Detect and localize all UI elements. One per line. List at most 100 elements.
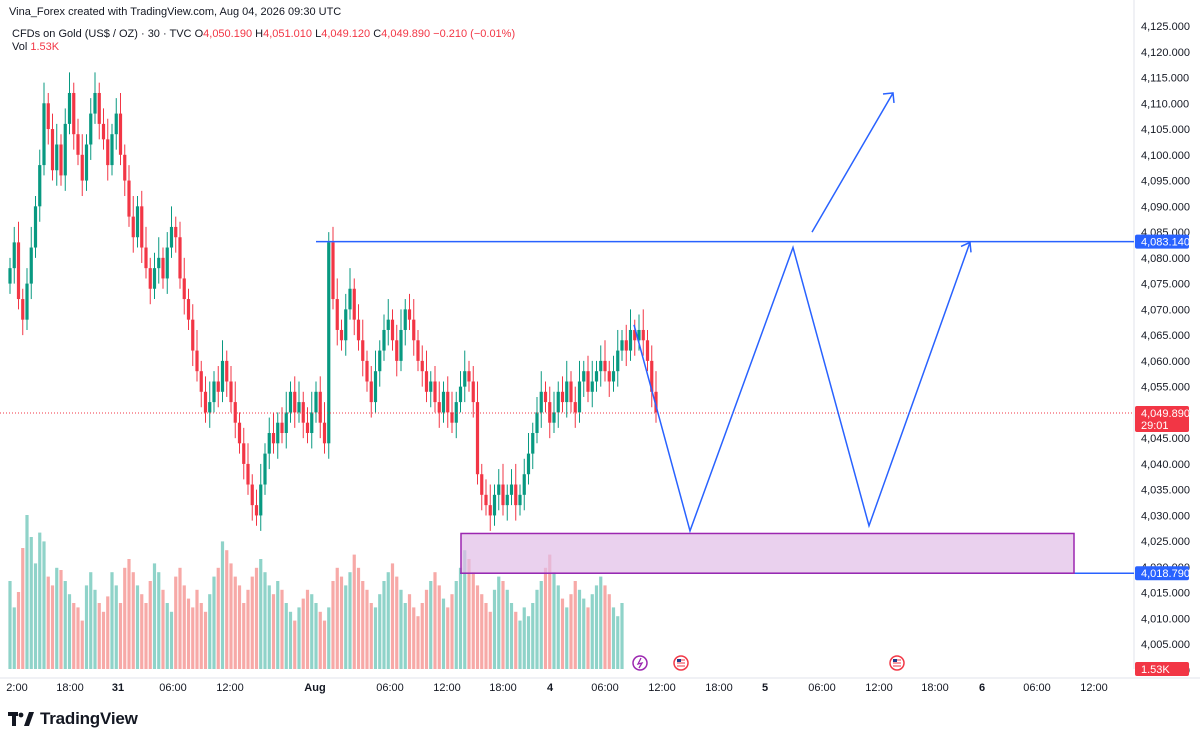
time-tick-label: Aug (304, 682, 325, 694)
volume-bar (424, 589, 429, 669)
volume-value: 1.53K (30, 41, 60, 53)
candle-body (67, 92, 72, 124)
candle-body (645, 340, 650, 361)
volume-label: Vol (12, 41, 28, 53)
candle-body (654, 391, 658, 413)
volume-bar (556, 585, 560, 669)
time-tick-label: 12:00 (1080, 682, 1108, 694)
volume-bar (63, 581, 67, 669)
candle-body (195, 350, 199, 372)
volume-bar (454, 581, 458, 669)
candle-body (446, 391, 450, 413)
candle-body (263, 453, 267, 485)
volume-bar (288, 611, 293, 669)
volume-bar (594, 585, 599, 669)
candle-body (280, 422, 284, 434)
candle-body (42, 103, 46, 166)
volume-bar (429, 581, 433, 669)
candle-body (72, 92, 76, 135)
volume-bar (152, 563, 157, 669)
candle-body (246, 463, 250, 485)
volume-tag-text: 1.53K (1141, 664, 1170, 676)
volume-bar (80, 620, 84, 669)
candle-body (233, 402, 237, 423)
volume-bar (318, 611, 322, 669)
candle-body (556, 391, 560, 413)
volume-bar (131, 572, 135, 669)
candle-body (548, 402, 552, 423)
volume-bar (237, 585, 242, 669)
volume-bar (305, 589, 310, 669)
candle-body (437, 402, 441, 413)
close-label: C (373, 28, 382, 40)
tradingview-logo[interactable]: TradingView (8, 709, 138, 729)
candle-body (454, 402, 458, 423)
volume-legend[interactable]: Vol 1.53K (12, 41, 59, 53)
candle-body (161, 257, 165, 279)
volume-bar (611, 607, 616, 669)
time-tick-label: 12:00 (216, 682, 244, 694)
time-tick-label: 12:00 (648, 682, 676, 694)
close-value: 4,049.890 (381, 28, 431, 40)
candle-body (352, 288, 356, 320)
candle-body (267, 433, 271, 454)
volume-bar (361, 581, 365, 669)
candle-body (603, 360, 607, 372)
volume-bar (573, 581, 577, 669)
high-label: H (255, 28, 264, 40)
candle-body (203, 391, 208, 413)
volume-bar (407, 594, 412, 669)
volume-bar (140, 594, 144, 669)
candle-body (484, 494, 488, 506)
price-tick-label: 4,060.000 (1141, 356, 1190, 368)
volume-bar (72, 603, 76, 669)
candle-body (254, 505, 259, 516)
volume-bar (552, 572, 556, 669)
support-price-tag-text: 4,018.790 (1141, 568, 1190, 580)
candle-body (297, 402, 301, 413)
candle-body (501, 484, 505, 506)
price-tick-label: 4,040.000 (1141, 459, 1190, 471)
volume-bar (93, 589, 97, 669)
candle-body (225, 360, 229, 382)
candle-body (590, 381, 594, 392)
candle-body (599, 360, 603, 372)
volume-bar (378, 594, 382, 669)
volume-bar (242, 603, 246, 669)
volume-bar (412, 607, 416, 669)
volume-bar (259, 559, 263, 669)
symbol-legend[interactable]: CFDs on Gold (US$ / OZ) · 30 · TVC O4,05… (12, 28, 515, 40)
candle-body (250, 484, 254, 506)
volume-bar (433, 572, 437, 669)
candle-body (97, 92, 101, 124)
candle-body (535, 412, 539, 434)
candle-body (63, 123, 67, 176)
candle-body (331, 242, 335, 300)
price-tick-label: 4,080.000 (1141, 253, 1190, 265)
volume-bar (344, 585, 348, 669)
volume-bar (467, 559, 471, 669)
candle-body (59, 144, 63, 176)
volume-bar (348, 572, 352, 669)
resistance-price-tag-bg (1135, 234, 1189, 249)
volume-bar (50, 585, 55, 669)
volume-bar (450, 594, 454, 669)
projection-path (633, 242, 971, 534)
candle-body (208, 402, 212, 413)
candle-body (594, 371, 599, 382)
candle-body (21, 299, 25, 320)
candle-body (395, 340, 399, 361)
candle-body (76, 134, 80, 155)
candle-body (433, 381, 437, 403)
volume-bar (106, 596, 110, 669)
volume-bar (369, 603, 373, 669)
candle-body (518, 494, 522, 506)
volume-bar (178, 567, 182, 669)
volume-bar (263, 572, 267, 669)
candle-body (424, 371, 429, 392)
volume-bar (203, 611, 208, 669)
candle-body (314, 391, 318, 413)
candle-body (131, 216, 135, 238)
